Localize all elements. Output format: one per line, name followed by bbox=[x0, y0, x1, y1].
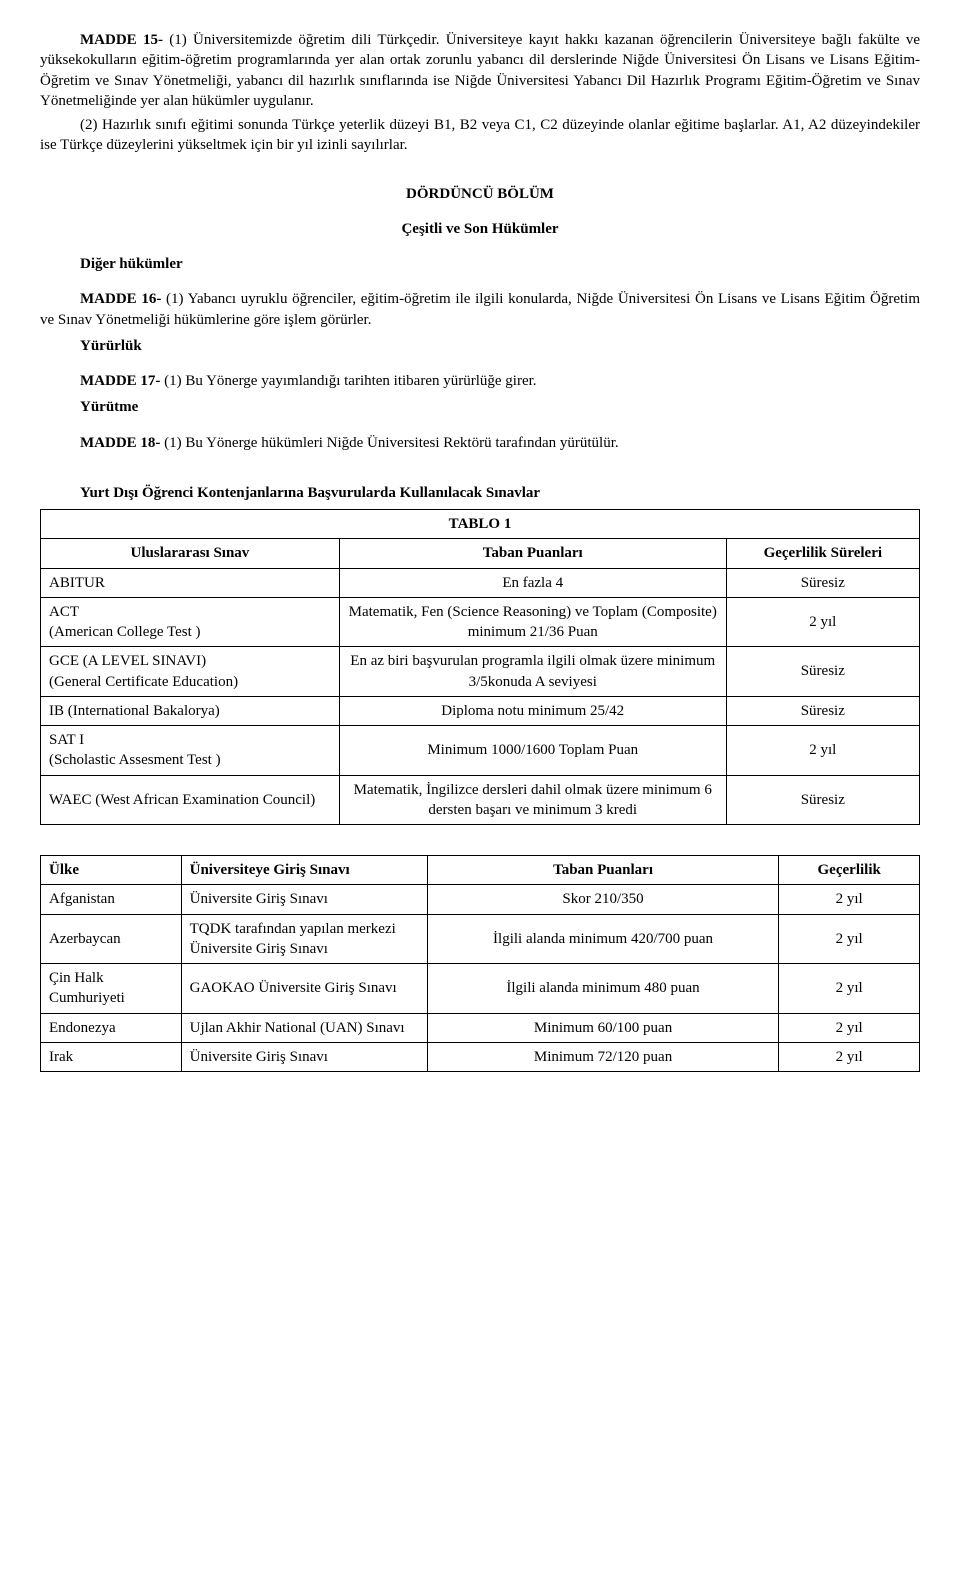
score-cell: Skor 210/350 bbox=[427, 885, 779, 914]
table2-h2: Üniversiteye Giriş Sınavı bbox=[181, 856, 427, 885]
score-cell: İlgili alanda minimum 480 puan bbox=[427, 964, 779, 1014]
table-row: AzerbaycanTQDK tarafından yapılan merkez… bbox=[41, 914, 920, 964]
valid-cell: 2 yıl bbox=[726, 726, 919, 776]
score-cell: Minimum 1000/1600 Toplam Puan bbox=[339, 726, 726, 776]
table-2: Ülke Üniversiteye Giriş Sınavı Taban Pua… bbox=[40, 855, 920, 1072]
score-cell: En az biri başvurulan programla ilgili o… bbox=[339, 647, 726, 697]
exam-cell: GAOKAO Üniversite Giriş Sınavı bbox=[181, 964, 427, 1014]
valid-cell: 2 yıl bbox=[726, 597, 919, 647]
table2-h4: Geçerlilik bbox=[779, 856, 920, 885]
table-row: ABITUREn fazla 4Süresiz bbox=[41, 568, 920, 597]
table2-header-row: Ülke Üniversiteye Giriş Sınavı Taban Pua… bbox=[41, 856, 920, 885]
table-1: TABLO 1 Uluslararası Sınav Taban Puanlar… bbox=[40, 509, 920, 825]
table-row: IrakÜniversite Giriş SınavıMinimum 72/12… bbox=[41, 1042, 920, 1071]
score-cell: İlgili alanda minimum 420/700 puan bbox=[427, 914, 779, 964]
table-row: WAEC (West African Examination Council)M… bbox=[41, 775, 920, 825]
table1-label-row: TABLO 1 bbox=[41, 510, 920, 539]
country-cell: Azerbaycan bbox=[41, 914, 182, 964]
score-cell: Diploma notu minimum 25/42 bbox=[339, 696, 726, 725]
heading-yurutme: Yürütme bbox=[40, 397, 920, 417]
bolum-subtitle: Çeşitli ve Son Hükümler bbox=[40, 219, 920, 239]
exam-cell: SAT I (Scholastic Assesment Test ) bbox=[41, 726, 340, 776]
bolum-title: DÖRDÜNCÜ BÖLÜM bbox=[40, 184, 920, 204]
table-row: SAT I (Scholastic Assesment Test )Minimu… bbox=[41, 726, 920, 776]
exam-cell: GCE (A LEVEL SINAVI) (General Certificat… bbox=[41, 647, 340, 697]
valid-cell: 2 yıl bbox=[779, 964, 920, 1014]
table-row: EndonezyaUjlan Akhir National (UAN) Sına… bbox=[41, 1013, 920, 1042]
score-cell: Minimum 72/120 puan bbox=[427, 1042, 779, 1071]
score-cell: Matematik, Fen (Science Reasoning) ve To… bbox=[339, 597, 726, 647]
exam-cell: Üniversite Giriş Sınavı bbox=[181, 885, 427, 914]
table1-label: TABLO 1 bbox=[41, 510, 920, 539]
table-row: IB (International Bakalorya)Diploma notu… bbox=[41, 696, 920, 725]
madde-16-para: MADDE 16- (1) Yabancı uyruklu öğrenciler… bbox=[40, 289, 920, 330]
exam-cell: Ujlan Akhir National (UAN) Sınavı bbox=[181, 1013, 427, 1042]
country-cell: Afganistan bbox=[41, 885, 182, 914]
exam-cell: Üniversite Giriş Sınavı bbox=[181, 1042, 427, 1071]
heading-diger: Diğer hükümler bbox=[40, 254, 920, 274]
madde-18-para: MADDE 18- (1) Bu Yönerge hükümleri Niğde… bbox=[40, 433, 920, 453]
madde-18-bold: MADDE 18- bbox=[80, 435, 160, 451]
country-cell: Çin Halk Cumhuriyeti bbox=[41, 964, 182, 1014]
table-row: AfganistanÜniversite Giriş SınavıSkor 21… bbox=[41, 885, 920, 914]
madde-18-text: (1) Bu Yönerge hükümleri Niğde Üniversit… bbox=[160, 435, 618, 451]
exam-cell: IB (International Bakalorya) bbox=[41, 696, 340, 725]
valid-cell: Süresiz bbox=[726, 775, 919, 825]
table2-h3: Taban Puanları bbox=[427, 856, 779, 885]
table-row: GCE (A LEVEL SINAVI) (General Certificat… bbox=[41, 647, 920, 697]
madde-17-para: MADDE 17- (1) Bu Yönerge yayımlandığı ta… bbox=[40, 371, 920, 391]
score-cell: En fazla 4 bbox=[339, 568, 726, 597]
valid-cell: Süresiz bbox=[726, 696, 919, 725]
valid-cell: Süresiz bbox=[726, 647, 919, 697]
madde-16-bold: MADDE 16- bbox=[80, 291, 161, 307]
score-cell: Matematik, İngilizce dersleri dahil olma… bbox=[339, 775, 726, 825]
table1-caption: Yurt Dışı Öğrenci Kontenjanlarına Başvur… bbox=[40, 483, 920, 503]
country-cell: Irak bbox=[41, 1042, 182, 1071]
valid-cell: 2 yıl bbox=[779, 914, 920, 964]
valid-cell: Süresiz bbox=[726, 568, 919, 597]
madde-17-bold: MADDE 17- bbox=[80, 373, 160, 389]
table2-h1: Ülke bbox=[41, 856, 182, 885]
table1-h3: Geçerlilik Süreleri bbox=[726, 539, 919, 568]
madde-16-text: (1) Yabancı uyruklu öğrenciler, eğitim-ö… bbox=[40, 291, 920, 327]
table1-header-row: Uluslararası Sınav Taban Puanları Geçerl… bbox=[41, 539, 920, 568]
valid-cell: 2 yıl bbox=[779, 1042, 920, 1071]
table1-h2: Taban Puanları bbox=[339, 539, 726, 568]
heading-yururluk: Yürürlük bbox=[40, 336, 920, 356]
exam-cell: ABITUR bbox=[41, 568, 340, 597]
madde-15-p2: (2) Hazırlık sınıfı eğitimi sonunda Türk… bbox=[40, 115, 920, 156]
valid-cell: 2 yıl bbox=[779, 1013, 920, 1042]
valid-cell: 2 yıl bbox=[779, 885, 920, 914]
madde-15-text: (1) Üniversitemizde öğretim dili Türkçed… bbox=[40, 32, 920, 109]
madde-15-bold: MADDE 15- bbox=[80, 32, 163, 48]
madde-15-para: MADDE 15- (1) Üniversitemizde öğretim di… bbox=[40, 30, 920, 111]
table-row: ACT (American College Test )Matematik, F… bbox=[41, 597, 920, 647]
exam-cell: ACT (American College Test ) bbox=[41, 597, 340, 647]
table-row: Çin Halk CumhuriyetiGAOKAO Üniversite Gi… bbox=[41, 964, 920, 1014]
country-cell: Endonezya bbox=[41, 1013, 182, 1042]
table1-h1: Uluslararası Sınav bbox=[41, 539, 340, 568]
score-cell: Minimum 60/100 puan bbox=[427, 1013, 779, 1042]
exam-cell: WAEC (West African Examination Council) bbox=[41, 775, 340, 825]
exam-cell: TQDK tarafından yapılan merkezi Üniversi… bbox=[181, 914, 427, 964]
madde-17-text: (1) Bu Yönerge yayımlandığı tarihten iti… bbox=[160, 373, 536, 389]
